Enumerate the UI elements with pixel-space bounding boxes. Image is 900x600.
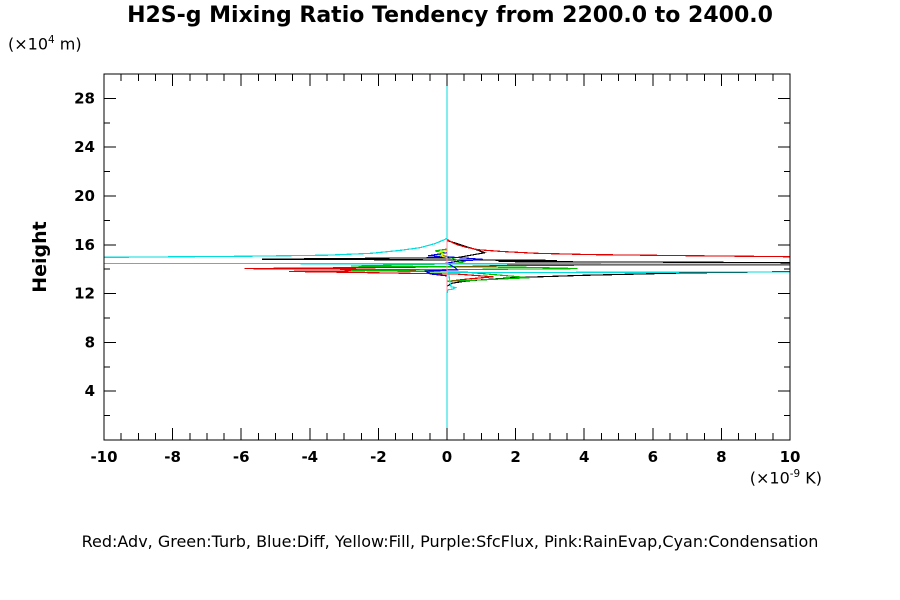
y-axis-title: Height [29,221,51,293]
x-tick-label-0: 0 [442,448,452,466]
y-unit-exponent: 4 [48,34,55,46]
x-tick-label--4: -4 [301,448,318,466]
y-tick-label-28: 28 [74,89,95,107]
y-unit-prefix: (×10 [8,34,49,54]
series-line-Adv [244,74,790,440]
x-unit-exponent: -9 [789,468,801,480]
series-lines [104,74,790,440]
y-tick-label-12: 12 [74,285,95,303]
series-line-Turb [350,74,578,440]
x-tick-label--10: -10 [90,448,117,466]
y-tick-label-4: 4 [85,382,95,400]
x-axis-unit-label: (×10-9 K) [750,468,822,487]
x-tick-label-6: 6 [648,448,658,466]
x-tick-label--6: -6 [233,448,250,466]
series-line-Diff [424,74,484,440]
x-unit-prefix: (×10 [749,468,790,488]
x-tick-label-8: 8 [716,448,726,466]
series-line-black-unlabeled [261,74,790,440]
x-tick-label-4: 4 [579,448,589,466]
x-tick-label--8: -8 [164,448,181,466]
y-unit-suffix: m) [54,34,82,54]
x-tick-label-2: 2 [510,448,520,466]
y-tick-label-24: 24 [74,138,95,156]
y-axis-unit-label: (×104 m) [8,34,82,53]
y-tick-label-8: 8 [85,333,95,351]
x-unit-suffix: K) [800,468,822,488]
legend-caption: Red:Adv, Green:Turb, Blue:Diff, Yellow:F… [81,532,819,551]
series-line-Condensation [104,74,790,440]
y-tick-label-16: 16 [74,236,95,254]
chart-title: H2S-g Mixing Ratio Tendency from 2200.0 … [127,3,773,28]
x-tick-label-10: 10 [780,448,801,466]
y-tick-label-20: 20 [74,187,95,205]
x-tick-label--2: -2 [370,448,387,466]
